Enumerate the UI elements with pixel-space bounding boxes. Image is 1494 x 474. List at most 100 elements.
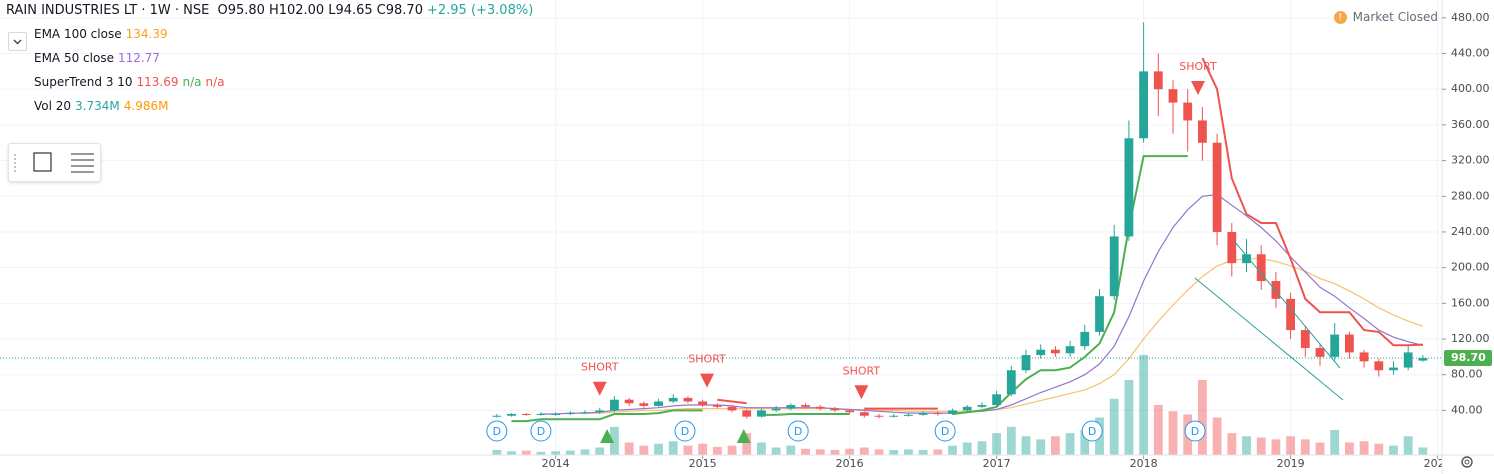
candle-body (1080, 331, 1090, 347)
legend-row[interactable]: EMA 50 close 112.77 (34, 51, 164, 65)
plot: SHORT SHORT SHORT SHORT D D D D D D D (0, 22, 1442, 455)
candle-body (815, 406, 825, 409)
candle-body (1359, 352, 1369, 362)
candle-body (1050, 349, 1060, 354)
candle-body (1212, 142, 1222, 232)
candle-body (551, 413, 561, 415)
candle-body (771, 408, 781, 411)
dividend-label: D (493, 425, 501, 438)
volume-bar (712, 446, 722, 455)
volume-bar (610, 426, 619, 455)
volume-bar (1153, 405, 1163, 455)
candle-body (801, 405, 810, 407)
candle-body (977, 405, 987, 407)
volume-bar (962, 442, 972, 455)
quote-item: C98.70 (376, 3, 423, 18)
y-axis: 40.00 80.00 120.00 160.00 200.00 240.00 280.00… (1442, 11, 1492, 416)
candle-body (580, 412, 590, 414)
candle-body (1168, 89, 1178, 103)
volume-bar (786, 445, 796, 455)
indicator-value: n/a (182, 75, 202, 89)
volume-bar (1389, 445, 1398, 455)
symbol-title[interactable]: RAIN INDUSTRIES LT · 1W · NSE (6, 3, 210, 18)
candle-body (1344, 334, 1354, 353)
dividend-marker[interactable] (486, 420, 508, 442)
volume-bar (757, 442, 766, 455)
indicator-value: 134.39 (125, 27, 168, 41)
volume-bar (1050, 436, 1060, 455)
candle-body (1036, 349, 1046, 356)
volume-bar (1036, 439, 1046, 455)
quote-item: H102.00 (268, 3, 325, 18)
y-tick-label: 320.00 (1451, 154, 1490, 167)
candle-body (830, 408, 840, 411)
price-tag (1444, 350, 1492, 367)
indicator-value: n/a (205, 75, 225, 89)
trend-line[interactable] (1194, 277, 1344, 401)
candle-body (727, 406, 737, 411)
indicator-name: SuperTrend 3 10 (34, 75, 133, 89)
indicator-name: EMA 100 close (34, 27, 122, 41)
long-signal (600, 429, 615, 443)
volume-bar (1359, 441, 1369, 455)
long-signal (736, 429, 751, 443)
volume-bar (815, 449, 825, 455)
candle-body (492, 415, 502, 417)
candle-body (1389, 367, 1398, 371)
volume-bar (801, 448, 810, 455)
dividend-marker[interactable] (530, 420, 552, 442)
volume-bar (918, 450, 928, 455)
volume-bar (1109, 398, 1119, 455)
toolbar-icons (14, 152, 94, 173)
candle-body (904, 414, 913, 416)
volume-bar (933, 449, 943, 455)
volume-bar (859, 447, 869, 455)
quote-item: O95.80 (217, 3, 265, 18)
rect-tool[interactable] (33, 152, 52, 172)
volume-bar (1271, 439, 1281, 455)
volume-bar (536, 451, 546, 455)
collapse-button[interactable] (8, 32, 27, 51)
dividend-marker[interactable] (674, 420, 696, 442)
legend-row[interactable]: EMA 100 close 134.39 (34, 27, 172, 41)
indicator-value: 4.986M (123, 99, 169, 113)
settings-icon[interactable] (1461, 456, 1473, 468)
x-tick-label: 2017 (983, 457, 1011, 470)
short-signal (700, 373, 715, 388)
candle-body (933, 413, 943, 415)
legend-row[interactable]: SuperTrend 3 10 113.69 n/a n/a (34, 75, 229, 89)
dividend-marker[interactable] (1184, 420, 1206, 442)
x-tick-label: 2014 (542, 457, 570, 470)
volume-bar (1124, 380, 1134, 455)
volume-bar (624, 442, 634, 455)
volume-bar (977, 441, 987, 455)
volume-bar (1065, 433, 1075, 455)
volume-bar (1168, 411, 1178, 455)
supertrend-down (717, 57, 1423, 410)
volume-bar (1418, 447, 1428, 455)
short-signal (1190, 81, 1205, 96)
legend-row[interactable]: Vol 20 3.734M 4.986M (34, 99, 172, 113)
candle-body (757, 410, 766, 417)
x-tick-label: 2016 (836, 457, 864, 470)
dividend-marker[interactable] (787, 420, 809, 442)
volume-bar (1227, 433, 1237, 455)
y-tick-label: 240.00 (1451, 225, 1490, 238)
dividend-marker[interactable] (934, 420, 956, 442)
candle-body (1183, 102, 1193, 121)
volume-bar (683, 445, 693, 455)
grid (0, 0, 1442, 455)
volume-bar (742, 433, 752, 455)
dividend-marker[interactable] (1081, 420, 1103, 442)
volume-bar (580, 449, 590, 455)
dividend-label: D (1191, 425, 1199, 438)
trend-line[interactable] (1234, 241, 1341, 369)
candle-body (918, 413, 928, 415)
candle-body (1315, 347, 1325, 357)
x-axis: 2014 2015 2016 2017 2018 2019 2020 (542, 455, 1442, 470)
volume-bar (1212, 417, 1222, 455)
y-tick-label: 440.00 (1451, 47, 1490, 60)
dividend-label: D (537, 425, 545, 438)
alert-icon: ! (1333, 11, 1347, 24)
